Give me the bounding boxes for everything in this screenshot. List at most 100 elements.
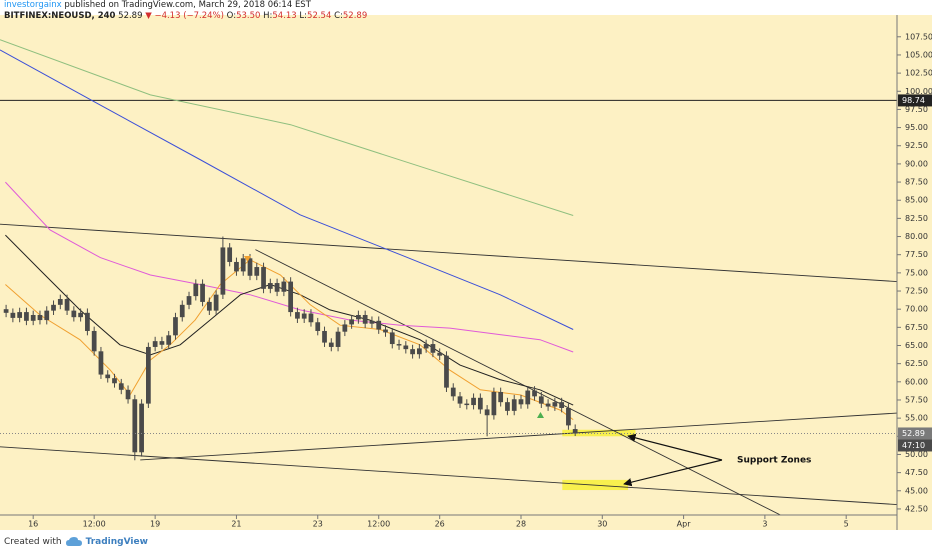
candle-body <box>17 312 23 318</box>
published: published on TradingView.com, March 29, … <box>64 0 311 10</box>
candle-body <box>464 403 470 406</box>
candle-body <box>525 390 531 405</box>
trend-line <box>0 223 897 283</box>
candle-body <box>403 345 409 350</box>
x-tick-label: 23 <box>313 520 323 529</box>
moving-average <box>5 181 574 353</box>
header-line: BITFINEX:NEOUSD, 240 52.89 ▼ −4.13 (−7.2… <box>4 11 928 22</box>
header: investorgainx published on TradingView.c… <box>4 0 928 22</box>
y-tick-label: 45.00 <box>905 486 928 495</box>
y-tick-label: 62.50 <box>905 359 928 368</box>
candle-body <box>430 344 436 353</box>
y-tick-label: 75.00 <box>905 268 928 277</box>
candle-body <box>166 335 172 345</box>
candle-body <box>383 329 388 333</box>
y-tick-label: 90.00 <box>905 159 928 168</box>
candle-body <box>220 247 226 295</box>
candle-body <box>274 283 280 292</box>
candle-body <box>85 312 90 331</box>
chart-background <box>0 15 932 530</box>
header-line: investorgainx published on TradingView.c… <box>4 0 928 11</box>
candle-body <box>91 330 97 352</box>
candle-body <box>416 348 422 355</box>
x-tick-label: 12:00 <box>83 520 106 529</box>
x-tick-label: 21 <box>231 520 241 529</box>
candle-body <box>240 258 246 272</box>
candle-body <box>559 402 565 408</box>
signal-marker <box>244 256 251 262</box>
y-tick-label: 55.00 <box>905 414 928 423</box>
candle-body <box>71 310 77 318</box>
candle-body <box>10 312 16 318</box>
candle-body <box>206 301 212 311</box>
footer: Created with TradingView <box>4 535 148 549</box>
candle-body <box>315 322 321 331</box>
candle-body <box>57 299 63 305</box>
candle-body <box>389 332 395 345</box>
signal-marker <box>537 412 544 418</box>
candle-body <box>545 403 551 407</box>
candle-body <box>342 324 348 332</box>
logo <box>65 537 82 546</box>
ohlc-value: 52.54 <box>307 10 332 21</box>
x-tick-label: 19 <box>150 520 160 529</box>
ohlc-key: L: <box>299 10 308 21</box>
y-tick-label: 105.00 <box>905 50 932 59</box>
candle-body <box>112 378 117 384</box>
candle-body <box>179 304 185 318</box>
candle-body <box>132 399 138 453</box>
y-tick-label: 77.50 <box>905 250 928 259</box>
candle-body <box>423 344 429 349</box>
y-tick-label: 107.50 <box>905 32 932 41</box>
arrow <box>627 433 723 461</box>
y-tick-label: 82.50 <box>905 214 928 223</box>
candle-body <box>139 403 144 453</box>
candle-body <box>288 281 294 313</box>
candle-body <box>44 310 50 321</box>
candle-body <box>247 258 253 276</box>
y-tick-label: 50.00 <box>905 450 928 459</box>
annotation: Support Zones <box>737 456 811 466</box>
brand[interactable]: TradingView <box>85 537 148 547</box>
candle-body <box>261 267 266 289</box>
candle-body <box>51 304 56 311</box>
y-tick-label: 60.00 <box>905 377 928 386</box>
moving-average <box>0 39 574 216</box>
candle-body <box>518 399 524 405</box>
change: ▼ −4.13 (−7.24%) <box>145 10 224 21</box>
candle-body <box>281 281 287 292</box>
last-price: 52.89 <box>118 10 143 21</box>
candle-body <box>152 341 158 347</box>
x-tick-label: 28 <box>516 520 526 529</box>
trend-line <box>255 249 782 515</box>
candle-body <box>484 409 490 416</box>
candle-body <box>396 344 402 346</box>
x-tick-label: 3 <box>762 520 767 529</box>
support-zone <box>562 429 636 437</box>
candle-body <box>552 402 558 407</box>
trend-line <box>0 446 897 506</box>
moving-average <box>0 49 574 330</box>
candle-body <box>227 247 233 262</box>
symbol: BITFINEX:NEOUSD, 240 <box>4 10 116 21</box>
candle-body <box>532 390 537 397</box>
candle-body <box>491 391 497 416</box>
candle-body <box>267 283 273 289</box>
y-tick-label: 70.00 <box>905 305 928 314</box>
candle-body <box>105 374 111 379</box>
y-tick-label: 102.50 <box>905 69 932 78</box>
candle-body <box>457 396 463 404</box>
candle-body <box>37 314 43 321</box>
candle-body <box>200 283 205 302</box>
candle-body <box>64 299 70 311</box>
candle-body <box>356 314 361 320</box>
candle-body <box>538 396 544 404</box>
candle-body <box>145 346 151 404</box>
candle-body <box>376 320 382 330</box>
y-tick-label: 100.00 <box>905 87 932 96</box>
candle-body <box>362 314 368 324</box>
price-label-box <box>898 427 932 440</box>
y-tick-label: 80.00 <box>905 232 928 241</box>
